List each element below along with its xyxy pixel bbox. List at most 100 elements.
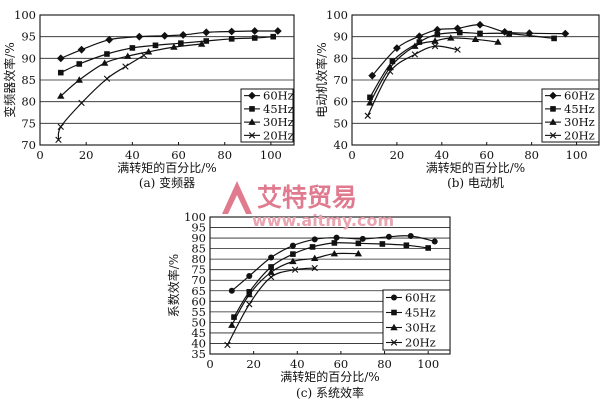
chart-caption: (b) 电动机 [447,176,504,190]
data-point [202,28,211,37]
data-point [103,75,111,82]
data-point [289,257,297,265]
data-point [476,20,484,29]
data-point [267,273,275,281]
data-point [231,314,237,320]
data-point [385,233,392,240]
y-tick-label: 95 [21,30,36,44]
x-tick-label: 60 [479,148,494,162]
data-point [425,245,431,251]
legend-label: 30Hz [405,321,436,335]
data-point [431,238,438,245]
x-tick-label: 60 [171,148,186,162]
legend-marker [549,132,557,139]
y-tick-label: 60 [191,294,206,308]
data-point [197,40,206,47]
data-point [267,268,275,275]
data-point [124,52,132,59]
y-tick-label: 50 [333,116,348,130]
legend-label: 20Hz [564,128,595,142]
data-point [434,31,441,38]
y-tick-label: 75 [21,116,36,130]
x-tick-label: 100 [566,148,588,162]
data-point [56,54,65,63]
x-tick-label: 0 [36,148,43,162]
y-axis-label: 变频器效率/% [2,42,17,117]
data-point [415,32,424,41]
data-point [268,264,274,270]
data-point [122,63,129,70]
x-tick-label: 20 [246,357,261,371]
legend-marker [391,309,397,316]
data-point [386,68,394,75]
x-tick-label: 40 [434,148,449,162]
y-axis-label: 系数效率/% [166,254,181,317]
y-tick-label: 70 [191,273,206,287]
y-tick-label: 40 [191,336,206,350]
legend-label: 45Hz [405,306,436,320]
y-tick-label: 100 [184,210,206,224]
data-point [268,254,275,261]
data-point [227,27,236,36]
data-point [447,34,455,41]
data-point [77,45,86,54]
data-point [78,99,85,107]
x-tick-label: 80 [524,148,539,162]
chart-panel-motor: 40 50 60 70 80 90 100 0 20 40 60 80 100 满转矩的百分比/% 电动机效… [314,8,600,190]
legend-label: 45Hz [263,102,294,116]
series-30hz [228,249,363,328]
series-line [231,235,435,292]
series-line [233,242,429,318]
data-point [393,44,401,53]
x-tick-label: 40 [125,148,140,162]
y-tick-label: 90 [21,51,36,65]
y-tick-label: 65 [191,284,206,298]
y-tick-label: 70 [21,138,36,152]
data-point [431,37,439,44]
legend-label: 30Hz [564,115,595,129]
legend-marker [248,118,256,125]
data-point [433,25,442,34]
legend-label: 20Hz [263,128,294,142]
data-point [76,61,83,67]
legend-marker [390,323,398,331]
data-point [354,249,363,257]
y-tick-label: 90 [191,231,206,245]
plot-frame [209,216,451,355]
legend-marker [249,106,255,112]
data-point [160,31,169,40]
data-point [224,341,231,349]
data-point [75,76,83,83]
y-tick-label: 100 [326,8,348,22]
data-point [331,240,338,246]
y-tick-label: 100 [14,8,36,22]
x-tick-label: 100 [260,148,282,162]
legend-label: 45Hz [564,102,595,116]
x-axis-label: 满转矩的百分比/% [280,369,379,384]
y-tick-label: 75 [191,263,206,277]
y-tick-label: 45 [191,326,206,340]
data-point [57,92,65,99]
data-point [494,38,502,45]
data-point [140,52,148,59]
legend-marker [248,91,256,100]
y-axis-label: 电动机效率/% [314,42,329,117]
legend-label: 60Hz [263,89,294,103]
data-point [500,28,509,36]
data-point [379,241,386,247]
data-point [228,287,235,294]
chart-caption: (c) 系统效率 [296,385,364,400]
data-point [57,69,64,76]
series-60hz [56,27,282,63]
y-tick-label: 60 [333,95,348,109]
data-point [477,30,483,37]
data-point [246,273,253,280]
y-tick-label: 85 [191,242,206,256]
data-point [311,254,319,262]
x-axis-label: 满转矩的百分比/% [117,160,216,175]
data-point [270,33,277,40]
x-tick-label: 20 [390,148,405,162]
data-point [309,244,316,250]
